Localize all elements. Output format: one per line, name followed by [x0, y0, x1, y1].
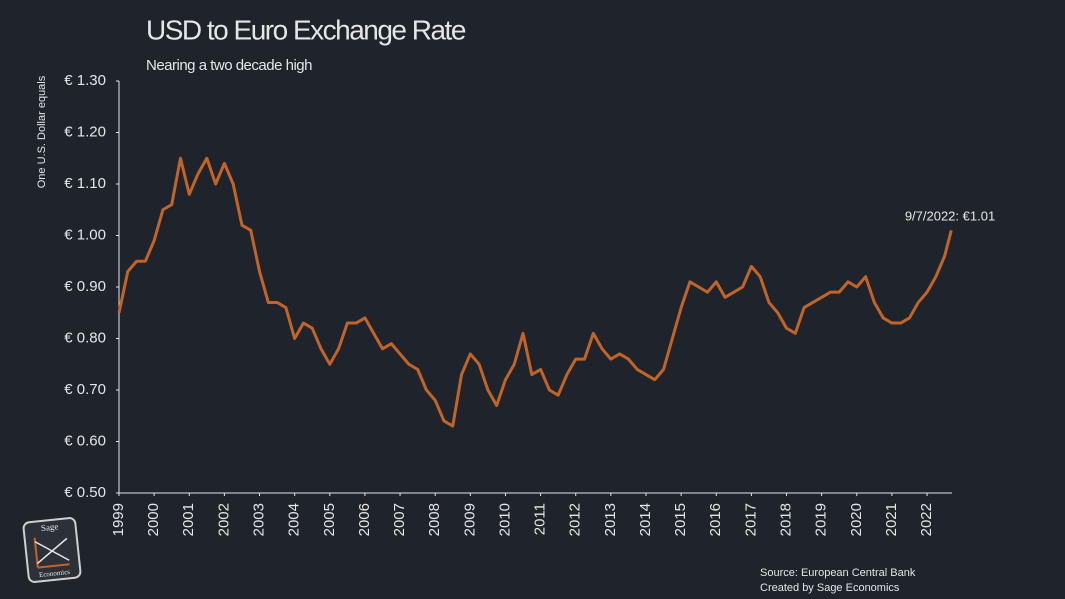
- y-tick-label: € 0.80: [64, 329, 106, 346]
- logo-text: Sage: [40, 521, 58, 533]
- y-tick-label: € 1.00: [64, 226, 106, 243]
- x-tick-label: 1999: [110, 503, 127, 536]
- x-tick-label: 2017: [742, 503, 759, 536]
- x-tick-label: 2001: [180, 503, 197, 536]
- y-tick-label: € 1.30: [64, 72, 106, 89]
- y-axis-label: One U.S. Dollar equals: [36, 75, 48, 188]
- chart-title: USD to Euro Exchange Rate: [146, 14, 466, 45]
- x-tick-label: 2019: [813, 503, 830, 536]
- y-tick-label: € 1.10: [64, 175, 106, 192]
- logo-line: [37, 563, 70, 569]
- x-tick-label: 2007: [391, 503, 408, 536]
- x-tick-label: 2014: [637, 503, 654, 536]
- chart-subtitle: Nearing a two decade high: [146, 57, 312, 74]
- y-tick-label: € 0.50: [64, 484, 106, 501]
- x-tick-label: 2022: [918, 503, 935, 536]
- x-tick-label: 2015: [672, 503, 689, 536]
- x-tick-label: 2010: [496, 503, 513, 536]
- annotation: 9/7/2022: €1.01: [905, 208, 995, 223]
- logo: Sage Economics: [22, 517, 82, 583]
- logo-line: [33, 537, 39, 568]
- x-tick-label: 2002: [215, 503, 232, 536]
- x-tick-label: 2005: [321, 503, 338, 536]
- x-tick-label: 2021: [883, 503, 900, 536]
- x-tick-label: 2008: [426, 503, 443, 536]
- x-tick-label: 2013: [602, 503, 619, 536]
- credit: Created by Sage Economics: [760, 582, 900, 594]
- x-tick-label: 2000: [145, 503, 162, 536]
- x-tick-label: 2004: [286, 503, 303, 536]
- line-series: [117, 156, 953, 428]
- y-tick-label: € 0.60: [64, 432, 106, 449]
- x-tick-label: 2009: [461, 503, 478, 536]
- y-tick-label: € 1.20: [64, 123, 106, 140]
- x-tick-label: 2006: [356, 503, 373, 536]
- y-tick-label: € 0.90: [64, 278, 106, 295]
- y-tick-label: € 0.70: [64, 381, 106, 398]
- x-tick-label: 2020: [848, 503, 865, 536]
- x-tick-label: 2011: [532, 503, 549, 535]
- logo-line: [36, 537, 68, 565]
- x-tick-label: 2018: [777, 503, 794, 536]
- x-tick-label: 2016: [707, 503, 724, 536]
- logo-text: Economics: [39, 568, 71, 579]
- x-tick-label: 2003: [251, 503, 268, 536]
- x-tick-label: 2012: [567, 503, 584, 536]
- source: Source: European Central Bank: [760, 567, 916, 579]
